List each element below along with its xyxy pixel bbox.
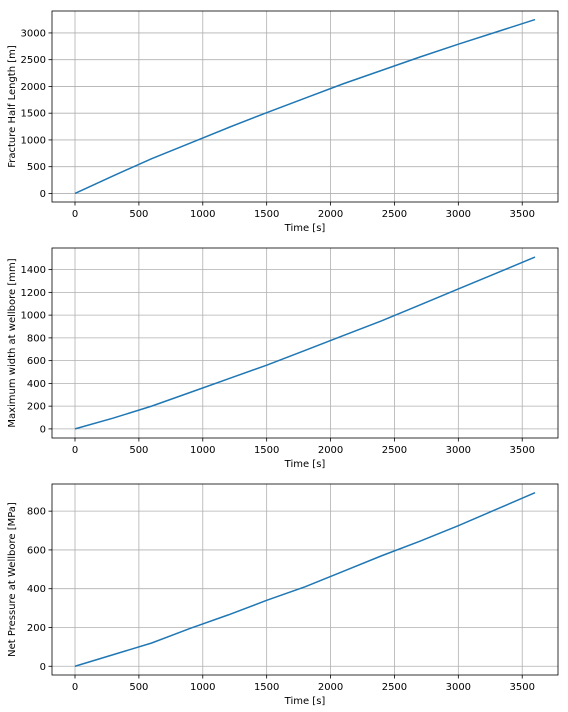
- y-axis-label: Fracture Half Length [m]: [7, 45, 18, 168]
- x-tick-label: 3500: [509, 445, 534, 456]
- y-tick-label: 0: [40, 662, 46, 673]
- y-tick-label: 600: [27, 356, 46, 367]
- x-tick-label: 2000: [318, 209, 343, 220]
- y-tick-label: 200: [27, 623, 46, 634]
- x-tick-label: 500: [129, 682, 148, 693]
- y-tick-label: 800: [27, 333, 46, 344]
- x-tick-label: 3000: [446, 682, 471, 693]
- axes-frame: [51, 483, 559, 676]
- y-tick-label: 1200: [21, 288, 46, 299]
- x-tick-label: 2500: [382, 682, 407, 693]
- x-tick-label: 0: [72, 209, 78, 220]
- chart-panel-2: 0 500 1000 1500 2000 2500 3000 3500 0 200 400 600 80…: [7, 247, 559, 470]
- x-tick-label: 3500: [509, 682, 534, 693]
- x-tick-label: 1500: [254, 209, 279, 220]
- y-tick-label: 600: [27, 545, 46, 556]
- x-tick-label: 3000: [446, 445, 471, 456]
- x-tick-label: 1000: [190, 445, 215, 456]
- x-tick-label: 2500: [382, 209, 407, 220]
- x-tick-label: 2500: [382, 445, 407, 456]
- x-tick-label: 1000: [190, 209, 215, 220]
- y-tick-label: 1000: [21, 311, 46, 322]
- y-tick-label: 200: [27, 402, 46, 413]
- x-tick-label: 500: [129, 445, 148, 456]
- y-tick-label: 0: [40, 424, 46, 435]
- chart-panel-1: 0 500 1000 1500 2000 2500 3000 3500 0 500 1000 1500…: [7, 10, 559, 234]
- y-tick-label: 1500: [21, 109, 46, 120]
- y-tick-label: 3000: [21, 28, 46, 39]
- x-tick-label: 2000: [318, 445, 343, 456]
- y-tick-label: 2000: [21, 82, 46, 93]
- axes-frame: [51, 247, 559, 439]
- y-tick-label: 400: [27, 584, 46, 595]
- x-tick-label: 3000: [446, 209, 471, 220]
- x-axis-label: Time [s]: [284, 696, 326, 707]
- y-tick-label: 1400: [21, 265, 46, 276]
- x-axis-label: Time [s]: [284, 223, 326, 234]
- chart-panel-3: 0 500 1000 1500 2000 2500 3000 3500 0 200 400 600 80…: [7, 483, 559, 707]
- x-tick-label: 3500: [509, 209, 534, 220]
- series-line: [74, 18, 536, 195]
- x-tick-label: 1000: [190, 682, 215, 693]
- y-tick-label: 800: [27, 507, 46, 518]
- series-line: [74, 256, 536, 430]
- x-tick-label: 1500: [254, 445, 279, 456]
- x-tick-label: 500: [129, 209, 148, 220]
- axes-frame: [51, 10, 559, 203]
- x-tick-label: 1500: [254, 682, 279, 693]
- x-tick-label: 2000: [318, 682, 343, 693]
- x-tick-label: 0: [72, 682, 78, 693]
- y-axis-label: Maximum width at wellbore [mm]: [7, 258, 18, 427]
- series-line: [74, 492, 536, 667]
- x-tick-label: 0: [72, 445, 78, 456]
- y-tick-label: 2500: [21, 55, 46, 66]
- y-axis-label: Net Pressure at Wellbore [MPa]: [7, 502, 18, 657]
- y-tick-label: 400: [27, 379, 46, 390]
- y-tick-label: 500: [27, 162, 46, 173]
- y-tick-label: 1000: [21, 135, 46, 146]
- y-tick-label: 0: [40, 189, 46, 200]
- x-axis-label: Time [s]: [284, 459, 326, 470]
